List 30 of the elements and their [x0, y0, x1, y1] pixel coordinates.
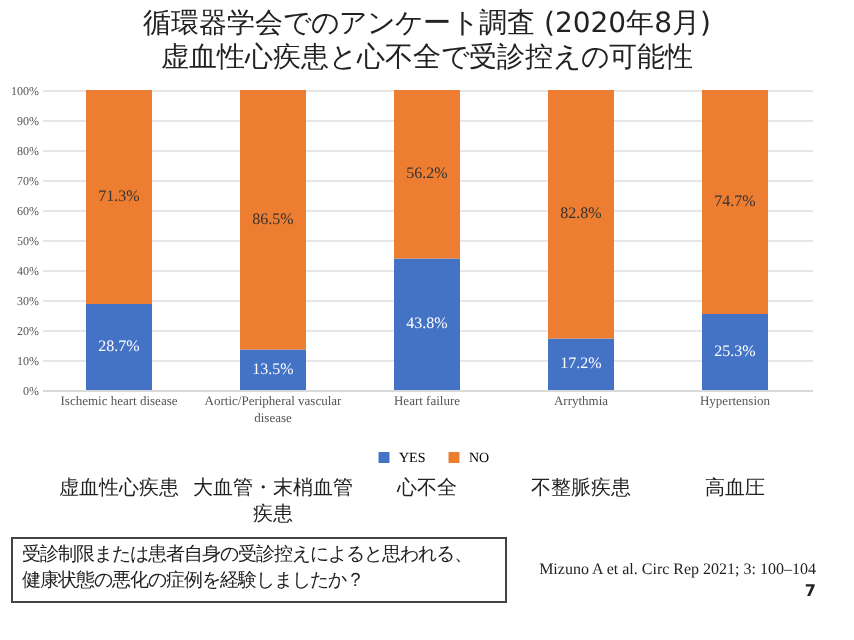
bar	[86, 90, 152, 304]
bar	[394, 90, 460, 259]
text: 7	[804, 582, 816, 600]
data-label: 25.3%	[714, 342, 757, 361]
text: 高血圧	[705, 476, 765, 500]
data-label: 71.3%	[98, 186, 141, 205]
data-label: 82.8%	[560, 204, 603, 223]
bar	[548, 90, 614, 339]
data-label: 74.7%	[714, 192, 757, 211]
bar	[86, 303, 152, 390]
bar	[240, 349, 306, 390]
data-label: 13.5%	[252, 359, 295, 378]
bar	[702, 90, 768, 315]
text: Mizuno A et al. Circ Rep 2021; 3: 100–104	[539, 560, 816, 578]
data-label: 17.2%	[560, 354, 603, 373]
text: 受診制限または患者自身の受診控えによると思われる、健康状態の悪化の症例を経験しましたか？	[22, 544, 472, 592]
text: 大血管・末梢血管疾患	[193, 476, 353, 526]
data-label: 43.8%	[406, 314, 449, 333]
text: 循環器学会でのアンケート調査 (2020年8月)	[143, 8, 711, 40]
bar	[548, 338, 614, 390]
bar	[240, 90, 306, 350]
data-label: 56.2%	[406, 164, 449, 183]
text: 虚血性心疾患	[59, 476, 179, 500]
bar	[394, 258, 460, 390]
data-label: 28.7%	[98, 336, 141, 355]
text: 心不全	[395, 476, 457, 500]
text: 不整脈疾患	[531, 476, 631, 500]
bar	[702, 314, 768, 390]
data-label: 86.5%	[252, 209, 295, 228]
text: 虚血性心疾患と心不全で受診控えの可能性	[161, 42, 693, 74]
